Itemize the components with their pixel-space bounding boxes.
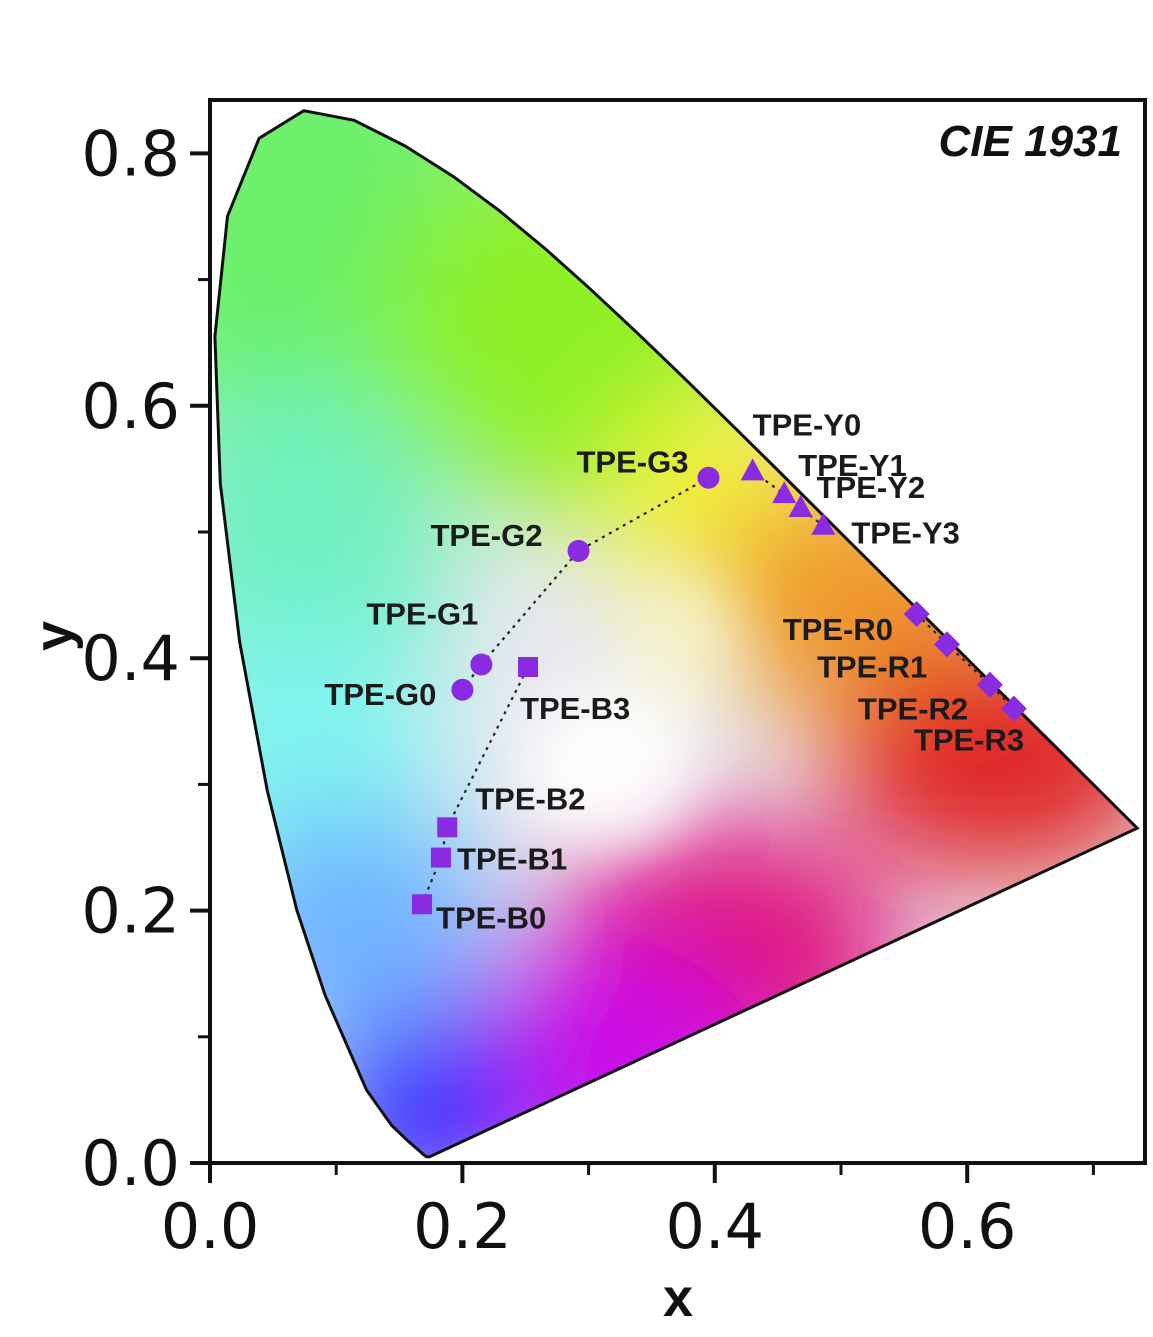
label-tpe-r2: TPE-R2 — [858, 692, 968, 727]
series-connector-diamond — [915, 613, 1015, 710]
data-markers — [412, 458, 1027, 915]
marker-tpe-b2 — [437, 817, 458, 838]
label-tpe-r3: TPE-R3 — [914, 723, 1024, 758]
marker-tpe-r3 — [1000, 695, 1027, 722]
marker-tpe-y0 — [740, 458, 765, 481]
plot-frame — [208, 98, 1147, 1165]
label-tpe-y3: TPE-Y3 — [851, 516, 960, 551]
chart-title: CIE 1931 — [939, 117, 1122, 166]
y-axis-label: y — [24, 621, 84, 651]
marker-tpe-r1 — [934, 631, 961, 658]
x-axis-label: x — [663, 1268, 693, 1328]
y-tick-label: 0.8 — [81, 117, 180, 190]
label-tpe-b0: TPE-B0 — [436, 900, 546, 935]
marker-tpe-g2 — [567, 539, 590, 562]
marker-tpe-r2 — [976, 671, 1003, 698]
label-tpe-b2: TPE-B2 — [475, 781, 585, 816]
y-axis: 0.0 0.2 0.4 0.6 0.8 — [81, 117, 210, 1200]
x-tick-label: 0.4 — [665, 1190, 764, 1263]
marker-tpe-y2 — [788, 495, 813, 518]
label-tpe-g0: TPE-G0 — [324, 677, 436, 712]
series-connector-circle — [461, 476, 710, 691]
label-tpe-g3: TPE-G3 — [576, 445, 688, 480]
marker-tpe-y1 — [772, 481, 797, 504]
label-tpe-y2: TPE-Y2 — [817, 470, 926, 505]
point-labels: TPE-G0 TPE-G1 TPE-G2 TPE-G3 TPE-B0 TPE-B1 TPE-… — [324, 407, 1024, 935]
series-connector-square — [420, 666, 530, 905]
x-tick-label: 0.0 — [161, 1190, 260, 1263]
marker-tpe-b0 — [412, 894, 433, 915]
x-tick-label: 0.6 — [918, 1190, 1017, 1263]
label-tpe-y0: TPE-Y0 — [753, 407, 862, 442]
y-tick-label: 0.4 — [81, 622, 180, 695]
gamut-fill — [214, 110, 1138, 1157]
marker-tpe-b1 — [430, 847, 451, 868]
label-tpe-r0: TPE-R0 — [783, 612, 893, 647]
label-tpe-g1: TPE-G1 — [366, 597, 478, 632]
marker-tpe-g3 — [697, 466, 720, 489]
x-tick-label: 0.2 — [413, 1190, 512, 1263]
marker-tpe-r0 — [903, 601, 930, 628]
y-tick-label: 0.2 — [81, 875, 180, 948]
label-tpe-b3: TPE-B3 — [520, 691, 630, 726]
marker-tpe-y3 — [811, 512, 836, 535]
marker-tpe-g1 — [470, 653, 493, 676]
marker-tpe-g0 — [451, 678, 474, 701]
x-axis: 0.0 0.2 0.4 0.6 — [161, 1163, 1095, 1263]
label-tpe-r1: TPE-R1 — [817, 649, 927, 684]
marker-tpe-b3 — [518, 657, 539, 678]
label-tpe-y1: TPE-Y1 — [798, 448, 907, 483]
y-tick-label: 0.6 — [81, 370, 180, 443]
label-tpe-g2: TPE-G2 — [431, 518, 543, 553]
spectral-locus-outline — [213, 109, 1140, 1159]
y-tick-label: 0.0 — [81, 1127, 180, 1200]
label-tpe-b1: TPE-B1 — [457, 842, 567, 877]
